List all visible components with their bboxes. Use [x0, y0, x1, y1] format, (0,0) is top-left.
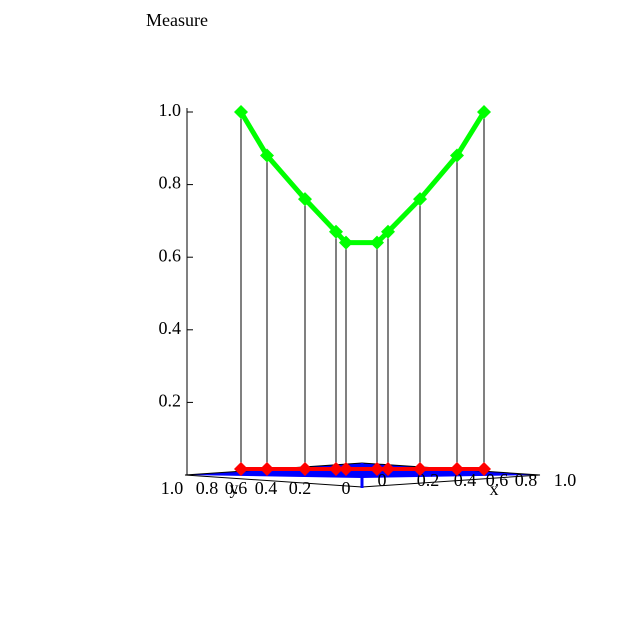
y-tick-label: 0.4 [255, 478, 278, 498]
x-tick-label: 0.6 [486, 470, 509, 490]
base-marker [260, 462, 274, 476]
x-tick-label: 0.4 [454, 470, 477, 490]
x-tick-label: 0.2 [417, 470, 440, 490]
measure-marker [329, 224, 343, 239]
z-tick-label: 0.6 [159, 245, 182, 265]
z-tick-label: 0.8 [159, 173, 182, 193]
base-marker [381, 462, 395, 476]
base-marker [450, 462, 464, 476]
base-marker [329, 462, 343, 476]
measure-marker [339, 235, 353, 250]
z-tick-label: 1.0 [159, 100, 182, 120]
z-tick-label: 0.4 [159, 318, 182, 338]
measure-marker [260, 148, 274, 163]
base-marker [234, 462, 248, 476]
x-tick-label: 0.8 [515, 470, 538, 490]
x-tick-label: 1.0 [554, 470, 577, 490]
y-tick-label: 0.8 [196, 478, 219, 498]
chart-title: Measure [146, 10, 208, 30]
y-tick-label: 1.0 [161, 478, 184, 498]
measure-marker [381, 224, 395, 239]
base-marker [370, 462, 384, 476]
measure-marker [298, 192, 312, 207]
y-tick-label: 0.6 [225, 478, 248, 498]
x-tick-label: 0 [378, 470, 387, 490]
base-marker [339, 462, 353, 476]
measure-marker [450, 148, 464, 163]
base-marker [413, 462, 427, 476]
z-tick-label: 0.2 [159, 391, 182, 411]
x-axis-label: x [490, 479, 499, 499]
y-axis-label: y [230, 478, 239, 498]
base-marker [477, 462, 491, 476]
measure-marker [234, 105, 248, 119]
measure-marker [370, 235, 384, 250]
y-tick-label: 0.2 [289, 478, 312, 498]
measure-line [238, 110, 487, 246]
base-marker [298, 462, 312, 476]
measure-marker [413, 192, 427, 207]
y-tick-label: 0 [342, 478, 351, 498]
measure-marker [477, 105, 491, 119]
